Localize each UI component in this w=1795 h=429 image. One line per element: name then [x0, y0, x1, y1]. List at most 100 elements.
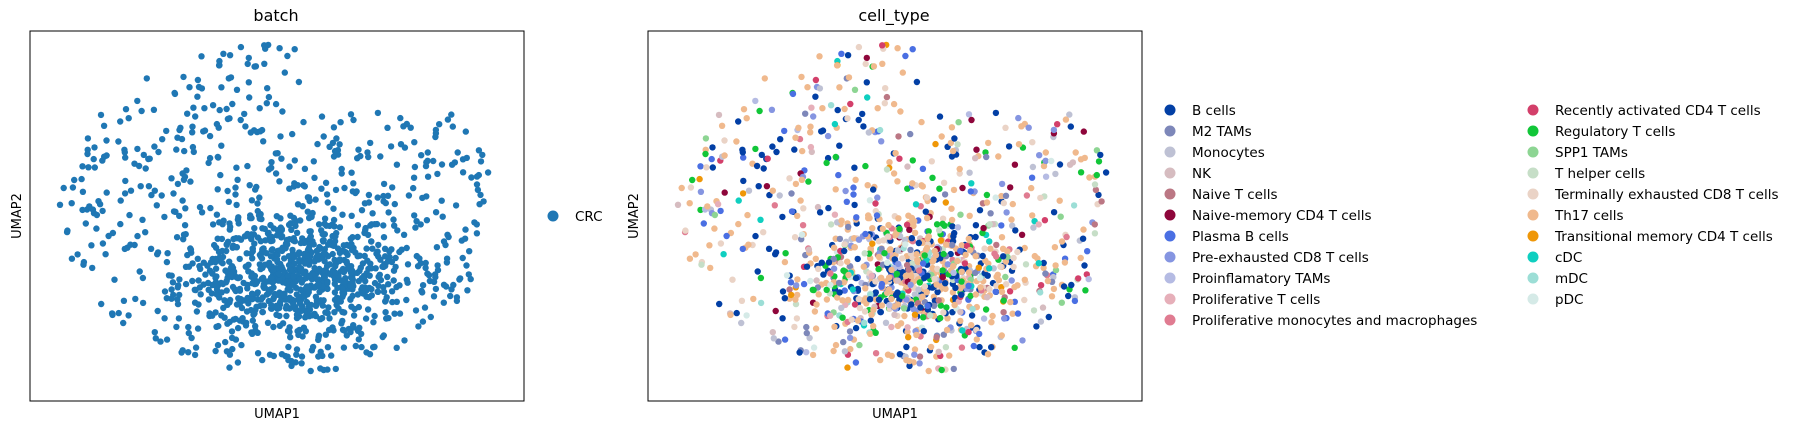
scatter-point — [295, 78, 303, 86]
scatter-point — [330, 205, 337, 212]
legend-marker — [1164, 209, 1176, 221]
scatter-point — [440, 238, 448, 245]
scatter-point — [449, 123, 456, 130]
scatter-point — [1007, 298, 1014, 306]
legend-marker — [1164, 167, 1176, 179]
scatter-point — [852, 176, 859, 183]
scatter-point — [1010, 263, 1017, 271]
scatter-point — [163, 295, 170, 302]
scatter-point — [752, 97, 759, 105]
scatter-point — [872, 350, 880, 357]
scatter-point — [984, 294, 991, 301]
scatter-point — [146, 155, 153, 162]
scatter-point — [968, 116, 975, 124]
scatter-point — [791, 323, 798, 331]
scatter-point — [1084, 248, 1091, 255]
scatter-point — [909, 180, 916, 187]
scatter-point — [223, 348, 231, 355]
scatter-point — [278, 155, 285, 162]
legend-batch: CRC — [547, 209, 603, 225]
scatter-point — [697, 206, 704, 214]
scatter-point — [851, 201, 858, 209]
scatter-point — [989, 312, 996, 320]
scatter-point — [477, 191, 484, 199]
scatter-point — [157, 338, 164, 345]
scatter-point — [391, 200, 398, 208]
scatter-point — [832, 153, 839, 161]
scatter-point — [951, 135, 958, 142]
scatter-point — [796, 349, 803, 356]
scatter-point — [257, 265, 264, 273]
scatter-point — [852, 274, 860, 282]
scatter-point — [768, 106, 776, 114]
scatter-point — [1091, 221, 1099, 228]
scatter-point — [304, 208, 311, 215]
scatter-point — [439, 213, 446, 220]
scatter-point — [827, 312, 834, 319]
scatter-point — [197, 265, 204, 273]
scatter-point — [1056, 197, 1063, 204]
scatter-point — [949, 147, 957, 155]
scatter-point — [396, 282, 403, 289]
scatter-point — [917, 304, 924, 311]
scatter-point — [1054, 121, 1061, 128]
scatter-point — [135, 162, 143, 170]
scatter-point — [799, 222, 807, 229]
scatter-point — [377, 276, 385, 284]
scatter-point — [721, 152, 728, 159]
scatter-point — [90, 155, 97, 163]
scatter-point — [385, 209, 392, 216]
scatter-point — [403, 244, 410, 252]
scatter-point — [965, 111, 973, 118]
scatter-point — [421, 304, 429, 311]
scatter-point — [237, 116, 244, 124]
scatter-point — [1003, 209, 1010, 216]
scatter-point — [381, 245, 389, 252]
scatter-point — [906, 226, 913, 233]
scatter-point — [281, 69, 288, 76]
legend-label: Proinflamatory TAMs — [1192, 271, 1330, 287]
scatter-point — [714, 201, 722, 208]
scatter-point — [876, 126, 884, 134]
scatter-point — [322, 331, 329, 338]
scatter-point — [729, 276, 736, 283]
scatter-point — [121, 245, 128, 253]
scatter-point — [967, 292, 974, 300]
scatter-point — [238, 341, 245, 349]
scatter-point — [965, 328, 972, 336]
scatter-point — [195, 301, 202, 308]
scatter-point — [854, 255, 861, 263]
scatter-point — [150, 106, 158, 114]
scatter-point — [1092, 186, 1100, 194]
scatter-point — [427, 313, 434, 321]
scatter-point — [721, 137, 728, 144]
scatter-point — [887, 246, 894, 253]
scatter-point — [907, 281, 914, 288]
scatter-point — [252, 322, 259, 330]
scatter-point — [313, 275, 320, 283]
scatter-point — [365, 153, 372, 161]
scatter-point — [830, 347, 837, 355]
scatter-point — [109, 311, 116, 319]
scatter-point — [1042, 149, 1050, 156]
scatter-point — [206, 154, 214, 162]
scatter-point — [423, 217, 431, 224]
scatter-point — [368, 285, 375, 293]
scatter-point — [923, 194, 931, 201]
scatter-point — [289, 130, 296, 138]
scatter-point — [1009, 200, 1016, 208]
scatter-point — [942, 199, 949, 206]
scatter-point — [1098, 198, 1105, 205]
scatter-point — [180, 73, 187, 81]
scatter-point — [815, 265, 822, 273]
scatter-point — [209, 221, 217, 228]
scatter-point — [995, 153, 1002, 160]
scatter-point — [430, 157, 437, 165]
scatter-point — [1091, 181, 1099, 188]
scatter-point — [786, 286, 793, 293]
scatter-point — [888, 266, 895, 274]
scatter-point — [245, 300, 252, 307]
scatter-point — [861, 250, 868, 257]
legend-marker — [1527, 104, 1539, 116]
scatter-point — [847, 345, 854, 353]
